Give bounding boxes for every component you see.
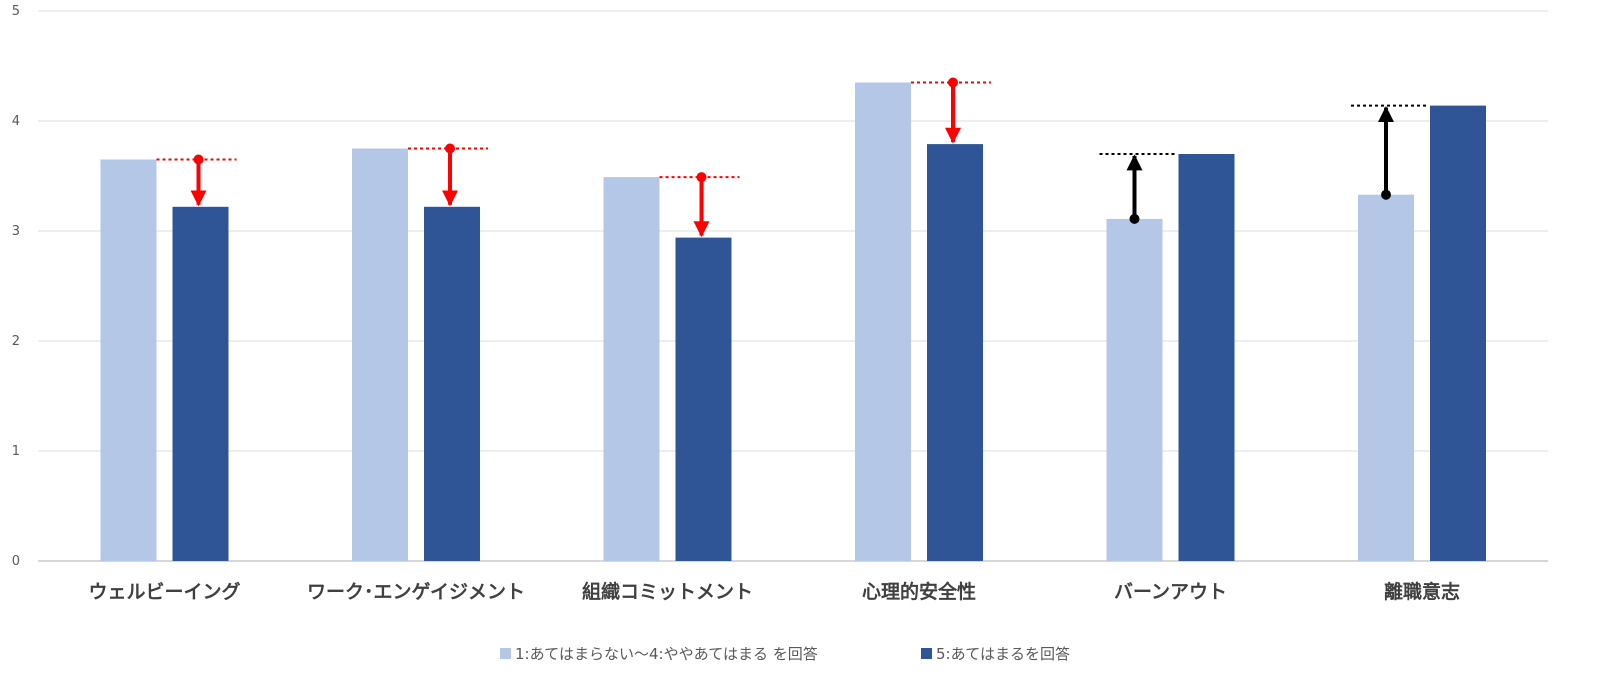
bar-series-2: [927, 144, 983, 561]
bar-series-2: [675, 237, 732, 561]
y-tick-label: 0: [12, 554, 20, 569]
bar-series-2: [424, 206, 480, 562]
legend-series-2-swatch: [921, 648, 932, 659]
y-tick-label: 3: [12, 224, 20, 239]
bar-series-2: [1178, 154, 1235, 561]
legend-series-1-swatch: [500, 648, 511, 659]
bar-series-1: [855, 82, 911, 561]
bar-series-2: [172, 206, 229, 562]
x-category-label: ウェルビーイング: [88, 580, 240, 603]
x-category-label: ワーク･エンゲイジメント: [307, 581, 525, 603]
bars: [100, 82, 1486, 562]
bar-series-1: [1358, 194, 1414, 561]
bar-series-1: [1106, 218, 1163, 561]
y-tick-label: 4: [12, 114, 20, 129]
y-tick-label: 1: [12, 444, 20, 459]
change-annotations: [156, 77, 1428, 238]
gridlines: [38, 10, 1548, 562]
bar-series-2: [1430, 105, 1486, 561]
x-category-label: 組織コミットメント: [582, 580, 753, 603]
y-tick-label: 5: [12, 4, 20, 19]
legend-series-2-label: 5:あてはまるを回答: [936, 645, 1070, 663]
y-axis-ticks: 0 1 2 3 4 5: [12, 4, 20, 569]
x-category-label: 心理的安全性: [862, 580, 976, 603]
bar-series-1: [603, 177, 660, 561]
bar-series-1: [100, 159, 157, 561]
y-tick-label: 2: [12, 334, 20, 349]
legend-series-1-label: 1:あてはまらない〜4:ややあてはまる を回答: [515, 645, 818, 663]
x-axis-categories: ウェルビーイング ワーク･エンゲイジメント 組織コミットメント 心理的安全性 バーンアウ…: [88, 580, 1460, 603]
legend: 1:あてはまらない〜4:ややあてはまる を回答 5:あてはまるを回答: [500, 645, 1070, 663]
bar-series-1: [352, 148, 408, 561]
x-category-label: バーンアウト: [1114, 581, 1227, 603]
x-category-label: 離職意志: [1384, 580, 1460, 603]
